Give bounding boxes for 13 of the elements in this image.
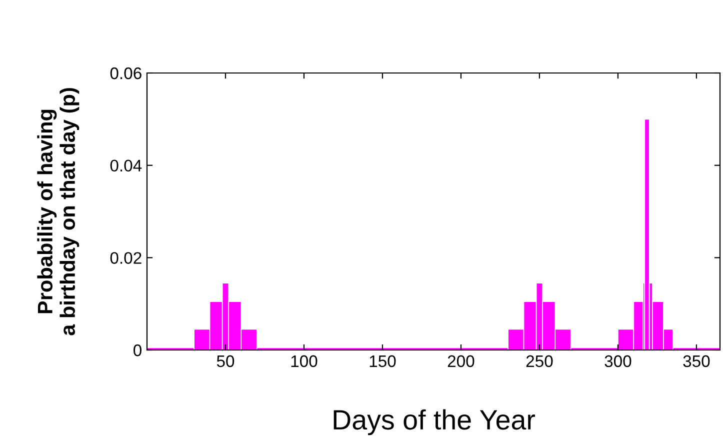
y-tick-label: 0.04 [110, 160, 142, 172]
x-tick-label: 200 [448, 355, 474, 368]
x-tick-label: 250 [526, 355, 553, 368]
x-tick-label: 50 [216, 355, 234, 368]
x-tick-label: 350 [683, 355, 710, 368]
y-tick-label: 0 [134, 344, 142, 356]
x-tick-label: 100 [291, 355, 318, 368]
x-tick-label: 300 [604, 355, 632, 368]
x-tick-label: 150 [370, 355, 396, 368]
y-axis-title: Probability of having a birthday on that day (p) [37, 88, 80, 336]
x-axis-title: Days of the Year [334, 409, 535, 436]
y-tick-label: 0.02 [110, 252, 142, 264]
y-tick-label: 0.06 [110, 67, 142, 80]
